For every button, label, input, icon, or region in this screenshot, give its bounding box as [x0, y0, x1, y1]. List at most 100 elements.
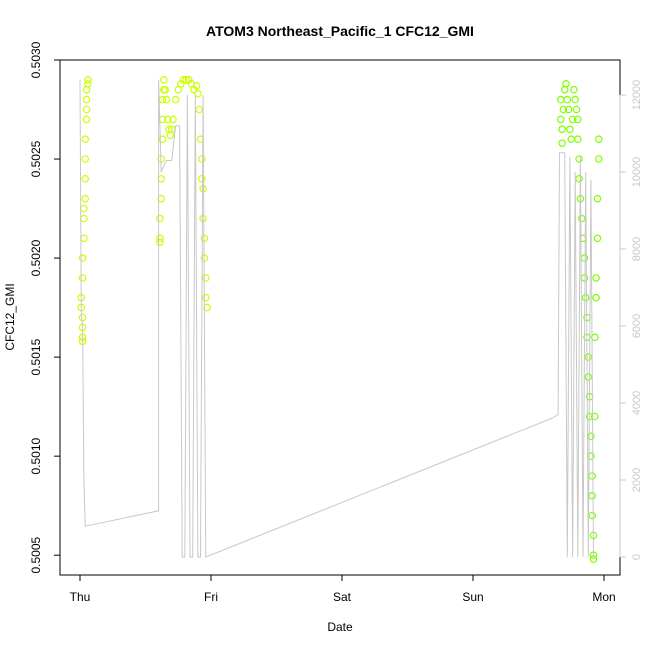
data-points: [77, 76, 603, 564]
data-point: [156, 238, 164, 247]
y2-tick-label: 0: [631, 554, 643, 560]
y2-tick-label: 10000: [631, 157, 643, 188]
altitude-line: [79, 79, 594, 558]
data-point: [558, 125, 566, 134]
data-point: [179, 76, 188, 84]
x-tick-label: Mon: [592, 590, 615, 604]
data-point: [590, 333, 599, 342]
data-point: [592, 293, 600, 302]
data-point: [164, 115, 172, 124]
altitude-series-line: [79, 79, 594, 558]
data-point: [577, 214, 586, 223]
data-point: [203, 303, 211, 312]
data-point: [590, 412, 599, 421]
data-point: [573, 135, 582, 144]
data-point: [556, 95, 565, 104]
data-point: [156, 234, 164, 243]
y2-tick-label: 2000: [631, 468, 643, 492]
y-tick-label: 0.5030: [29, 41, 43, 78]
data-point: [78, 274, 87, 282]
data-point: [78, 254, 87, 262]
data-point: [592, 274, 600, 282]
y2-tick-label: 8000: [631, 237, 643, 261]
data-point: [573, 115, 582, 124]
data-point: [195, 105, 204, 114]
x-tick-label: Sun: [462, 590, 483, 604]
data-point: [80, 214, 88, 223]
data-point: [571, 95, 580, 104]
x-tick-label: Sat: [333, 590, 352, 604]
data-point: [562, 80, 570, 88]
data-point: [194, 89, 202, 98]
y2-tick-label: 4000: [631, 391, 643, 415]
data-point: [198, 175, 206, 183]
x-axis: Thu Fri Sat Sun Mon: [70, 574, 616, 604]
y2-tick-label: 6000: [631, 314, 643, 338]
data-point: [584, 373, 593, 381]
data-point: [566, 125, 574, 134]
chart-title: ATOM3 Northeast_Pacific_1 CFC12_GMI: [206, 23, 474, 39]
data-point: [563, 95, 572, 104]
x-axis-label: Date: [327, 620, 353, 634]
data-point: [81, 155, 90, 163]
y-tick-label: 0.5020: [29, 239, 43, 276]
data-point: [182, 76, 190, 84]
data-point: [84, 80, 92, 88]
plot-frame: [59, 59, 621, 576]
x-tick-label: Fri: [204, 590, 218, 604]
data-point: [593, 234, 602, 243]
data-point: [157, 194, 166, 203]
data-point: [568, 115, 577, 124]
y2-tick-label: 12000: [631, 80, 643, 111]
data-point: [567, 135, 576, 144]
data-point: [556, 115, 565, 124]
y-axis-left: 0.5005 0.5010 0.5015 0.5020 0.5025 0.5030: [29, 41, 60, 574]
data-point: [82, 115, 91, 124]
data-point: [192, 81, 201, 90]
x-tick-label: Thu: [70, 590, 91, 604]
data-point: [78, 313, 87, 322]
data-point: [81, 135, 90, 144]
data-point: [161, 85, 170, 94]
chart-title-group: ATOM3 Northeast_Pacific_1 CFC12_GMI: [206, 23, 474, 39]
y-tick-label: 0.5005: [29, 537, 43, 574]
data-point: [82, 95, 91, 104]
data-point: [564, 105, 573, 114]
data-point: [80, 234, 88, 243]
data-point: [558, 139, 566, 148]
data-point: [162, 95, 171, 104]
data-point: [594, 135, 603, 144]
data-point: [202, 293, 210, 302]
data-point: [594, 155, 603, 163]
data-point: [581, 293, 590, 302]
y-axis-label: CFC12_GMI: [3, 283, 17, 350]
data-point: [593, 194, 602, 203]
data-point: [158, 135, 167, 144]
data-point: [82, 105, 91, 114]
data-point: [80, 204, 88, 213]
data-point: [575, 155, 583, 163]
data-point: [199, 214, 207, 223]
data-point: [559, 105, 568, 114]
data-point: [160, 76, 168, 84]
data-point: [570, 85, 578, 94]
data-point: [81, 194, 90, 203]
data-point: [575, 175, 583, 183]
data-point: [156, 214, 164, 223]
data-point: [202, 274, 210, 282]
y-tick-label: 0.5010: [29, 437, 43, 474]
y-tick-label: 0.5015: [29, 338, 43, 375]
data-point: [199, 185, 207, 193]
data-point: [588, 511, 597, 520]
y-axis-right: 0 2000 4000 6000 8000 10000 12000: [619, 80, 643, 560]
data-point: [84, 76, 92, 84]
y-tick-label: 0.5025: [29, 140, 43, 177]
data-point: [169, 115, 177, 124]
data-point: [584, 353, 593, 361]
data-point: [157, 175, 166, 183]
data-point: [166, 131, 175, 140]
data-point: [81, 175, 90, 183]
data-point: [588, 491, 597, 500]
data-point: [588, 472, 597, 480]
